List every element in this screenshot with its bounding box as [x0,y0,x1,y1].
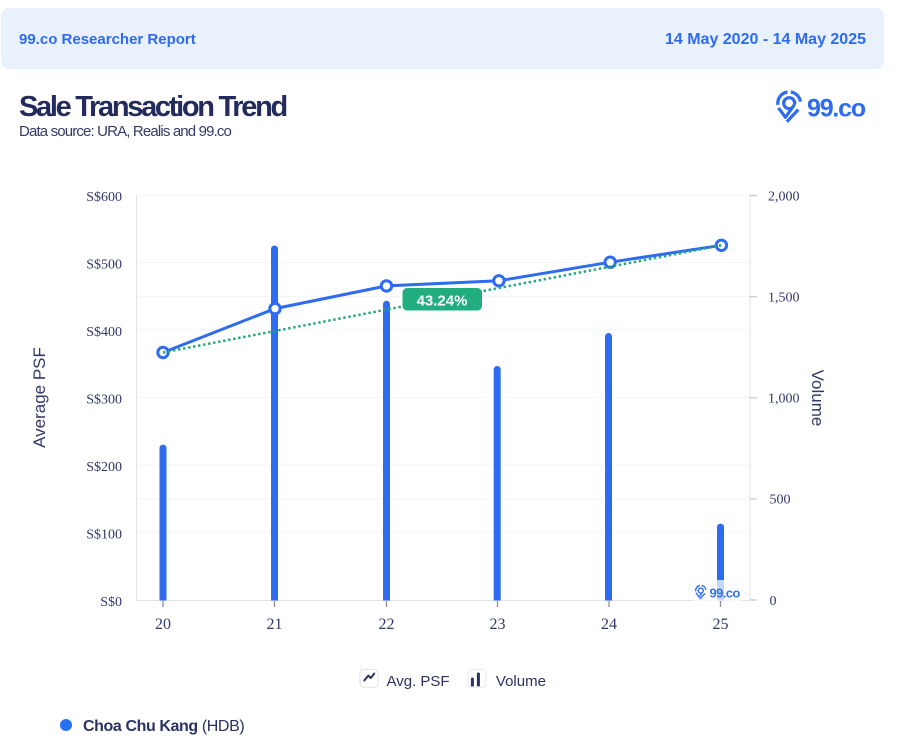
svg-text:S$100: S$100 [86,527,122,542]
svg-text:25: 25 [713,616,729,633]
svg-text:S$0: S$0 [100,595,122,610]
svg-text:20: 20 [155,616,171,633]
svg-text:1,000: 1,000 [768,392,800,407]
svg-text:1,500: 1,500 [768,291,800,306]
svg-text:Average PSF: Average PSF [30,347,49,448]
svg-text:500: 500 [770,493,791,508]
svg-text:S$300: S$300 [86,392,122,407]
svg-text:0: 0 [770,594,777,609]
svg-text:21: 21 [267,616,283,633]
svg-text:S$400: S$400 [86,325,122,340]
svg-text:S$500: S$500 [86,257,122,272]
svg-text:43.24%: 43.24% [417,293,468,310]
svg-text:Volume: Volume [808,370,827,427]
svg-text:Avg. PSF: Avg. PSF [387,673,450,690]
svg-text:99.co: 99.co [807,94,866,122]
svg-text:2,000: 2,000 [768,189,800,204]
svg-text:24: 24 [601,616,617,633]
svg-text:Volume: Volume [496,673,546,690]
svg-text:23: 23 [490,616,506,633]
svg-text:22: 22 [379,616,395,633]
svg-text:S$200: S$200 [86,460,122,475]
svg-text:99.co: 99.co [710,586,741,601]
svg-text:S$600: S$600 [86,190,122,205]
